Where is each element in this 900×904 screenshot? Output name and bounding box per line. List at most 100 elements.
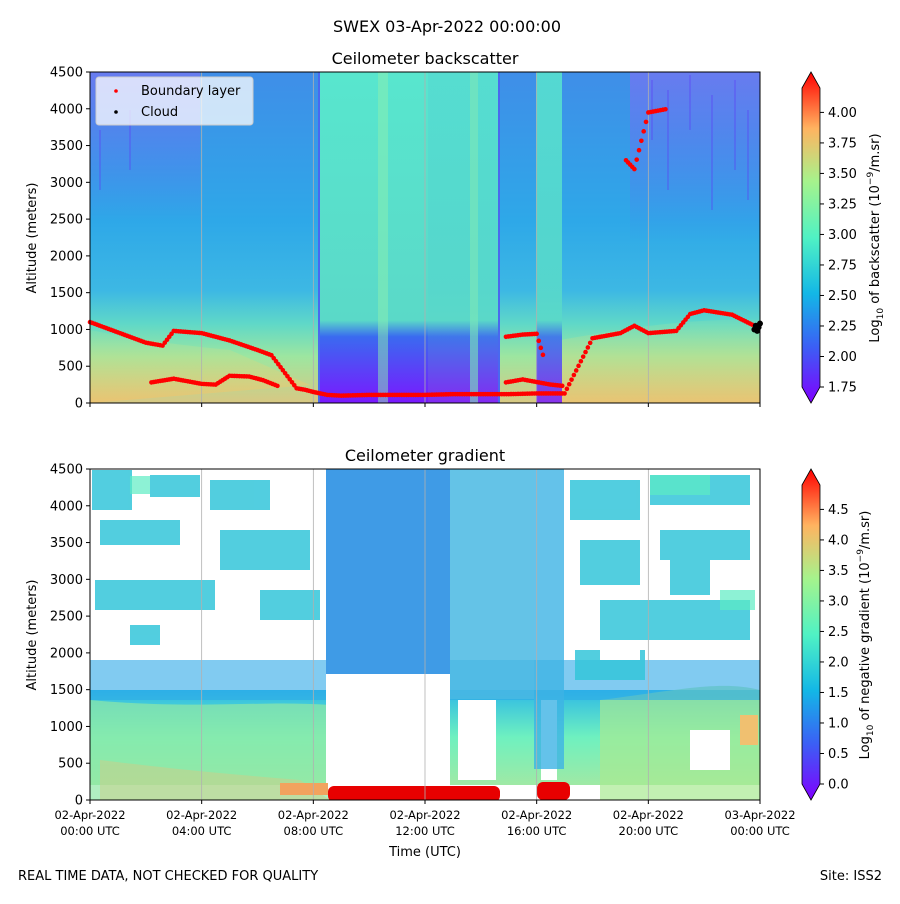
y-tick-label: 2000 [50, 249, 83, 264]
gradient-title: Ceilometer gradient [345, 446, 505, 465]
y-tick-label: 1500 [50, 683, 83, 698]
gradient-y-label: Altitude (meters) [25, 580, 40, 691]
boundary-layer-point [571, 372, 577, 378]
colorbar-tick-label: 2.25 [828, 319, 857, 334]
y-tick-label: 2500 [50, 610, 83, 625]
colorbar-tick-label: 4.5 [828, 503, 849, 518]
colorbar-tick-label: 3.50 [828, 167, 857, 182]
y-tick-label: 500 [58, 360, 83, 375]
boundary-layer-point [585, 345, 591, 350]
boundary-layer-series [87, 106, 755, 398]
x-tick-label-date: 03-Apr-2022 [724, 808, 795, 822]
x-tick-label-time: 20:00 UTC [619, 824, 679, 838]
boundary-layer-point [562, 391, 567, 396]
boundary-layer-point [569, 377, 574, 382]
colorbar-tick-label: 1.0 [828, 716, 849, 731]
colorbar-tick-label: 3.0 [828, 594, 849, 609]
y-tick-label: 4000 [50, 499, 83, 514]
y-tick-label: 4000 [50, 102, 83, 117]
colorbar-tick-label: 2.0 [828, 655, 849, 670]
x-tick-label-date: 02-Apr-2022 [278, 808, 349, 822]
y-tick-label: 0 [75, 397, 83, 412]
y-tick-label: 4500 [50, 66, 83, 81]
colorbar-tick-label: 1.5 [828, 686, 849, 701]
footer-disclaimer: REAL TIME DATA, NOT CHECKED FOR QUALITY [18, 869, 319, 884]
legend-marker-cloud [114, 110, 118, 114]
y-tick-label: 4500 [50, 463, 83, 478]
backscatter-y-label: Altitude (meters) [25, 183, 40, 294]
y-tick-label: 2000 [50, 646, 83, 661]
gradient-y-ticks: 0 500 1000 1500 2000 2500 3000 3500 4000 4500 [50, 463, 90, 809]
boundary-layer-point [643, 119, 649, 125]
x-tick-label-date: 02-Apr-2022 [613, 808, 684, 822]
gradient-colorbar-label: Log10 of negative gradient (10−9/m.sr) [856, 511, 876, 760]
gradient-colorbar-bar [801, 468, 821, 801]
x-tick-label-date: 02-Apr-2022 [166, 808, 237, 822]
colorbar-tick-label: 2.75 [828, 258, 857, 273]
x-tick-label-time: 16:00 UTC [507, 824, 567, 838]
legend-marker-boundary-layer [114, 89, 118, 93]
legend: Boundary layer Cloud [95, 76, 254, 126]
colorbar-tick-label: 0.5 [828, 747, 849, 762]
backscatter-title: Ceilometer backscatter [332, 49, 519, 68]
boundary-layer-point [580, 354, 586, 359]
colorbar-tick-label: 0.0 [828, 778, 849, 793]
gradient-panel: Ceilometer gradient [25, 446, 876, 860]
x-tick-label-time: 00:00 UTC [730, 824, 790, 838]
boundary-layer-point [576, 363, 581, 369]
colorbar-tick-label: 3.5 [828, 564, 849, 579]
suptitle: SWEX 03-Apr-2022 00:00:00 [333, 17, 561, 36]
gradient-colorbar: 0.0 0.5 1.0 1.5 2.0 2.5 3.0 3.5 4.0 4.5 Log10 of … [801, 468, 876, 801]
y-tick-label: 3500 [50, 536, 83, 551]
x-tick-label-time: 00:00 UTC [60, 824, 120, 838]
legend-label-boundary-layer: Boundary layer [141, 84, 241, 99]
colorbar-tick-label: 2.00 [828, 350, 857, 365]
x-tick-label-date: 02-Apr-2022 [389, 808, 460, 822]
colorbar-tick-label: 2.5 [828, 625, 849, 640]
boundary-layer-point [566, 381, 572, 387]
colorbar-tick-label: 4.0 [828, 533, 849, 548]
y-tick-label: 1500 [50, 286, 83, 301]
y-tick-label: 1000 [50, 323, 83, 338]
x-tick-label-time: 08:00 UTC [284, 824, 344, 838]
boundary-layer-point [632, 166, 637, 172]
y-tick-label: 1000 [50, 720, 83, 735]
backscatter-y-ticks: 0 500 1000 1500 2000 2500 3000 3500 4000 4500 [50, 66, 90, 412]
boundary-layer-point [573, 368, 579, 373]
gradient-x-label: Time (UTC) [388, 845, 461, 860]
backscatter-colorbar-label: Log10 of backscatter (10−9/m.sr) [866, 133, 886, 342]
backscatter-x-ticks [89, 403, 761, 407]
boundary-layer-point [540, 352, 546, 358]
boundary-layer-point [538, 345, 544, 351]
boundary-layer-point [641, 129, 646, 134]
backscatter-colorbar-ticks: 1.75 2.00 2.25 2.50 2.75 3.00 3.25 3.50 3.75 4.00 [820, 106, 857, 396]
y-tick-label: 0 [75, 794, 83, 809]
boundary-layer-point [587, 340, 593, 346]
colorbar-tick-label: 4.00 [828, 106, 857, 121]
boundary-layer-point [564, 386, 570, 392]
boundary-layer-point [559, 383, 565, 389]
y-tick-label: 3000 [50, 573, 83, 588]
colorbar-tick-label: 3.75 [828, 136, 857, 151]
y-tick-label: 2500 [50, 213, 83, 228]
x-tick-label-date: 02-Apr-2022 [54, 808, 125, 822]
colorbar-tick-label: 1.75 [828, 381, 857, 396]
backscatter-colorbar: 1.75 2.00 2.25 2.50 2.75 3.00 3.25 3.50 3.75 4.00… [801, 71, 886, 404]
y-tick-label: 500 [58, 757, 83, 772]
y-tick-label: 3500 [50, 139, 83, 154]
boundary-layer-point [636, 147, 642, 153]
y-tick-label: 3000 [50, 176, 83, 191]
colorbar-tick-label: 3.25 [828, 197, 857, 212]
boundary-layer-point [534, 331, 539, 337]
boundary-layer-point [578, 358, 584, 364]
colorbar-tick-label: 3.00 [828, 228, 857, 243]
x-tick-label-time: 04:00 UTC [172, 824, 232, 838]
colorbar-tick-label: 2.50 [828, 289, 857, 304]
legend-label-cloud: Cloud [141, 105, 178, 120]
gradient-colorbar-ticks: 0.0 0.5 1.0 1.5 2.0 2.5 3.0 3.5 4.0 4.5 [820, 503, 849, 793]
x-tick-label-date: 02-Apr-2022 [501, 808, 572, 822]
boundary-layer-point [275, 383, 280, 389]
boundary-layer-point [634, 157, 640, 162]
